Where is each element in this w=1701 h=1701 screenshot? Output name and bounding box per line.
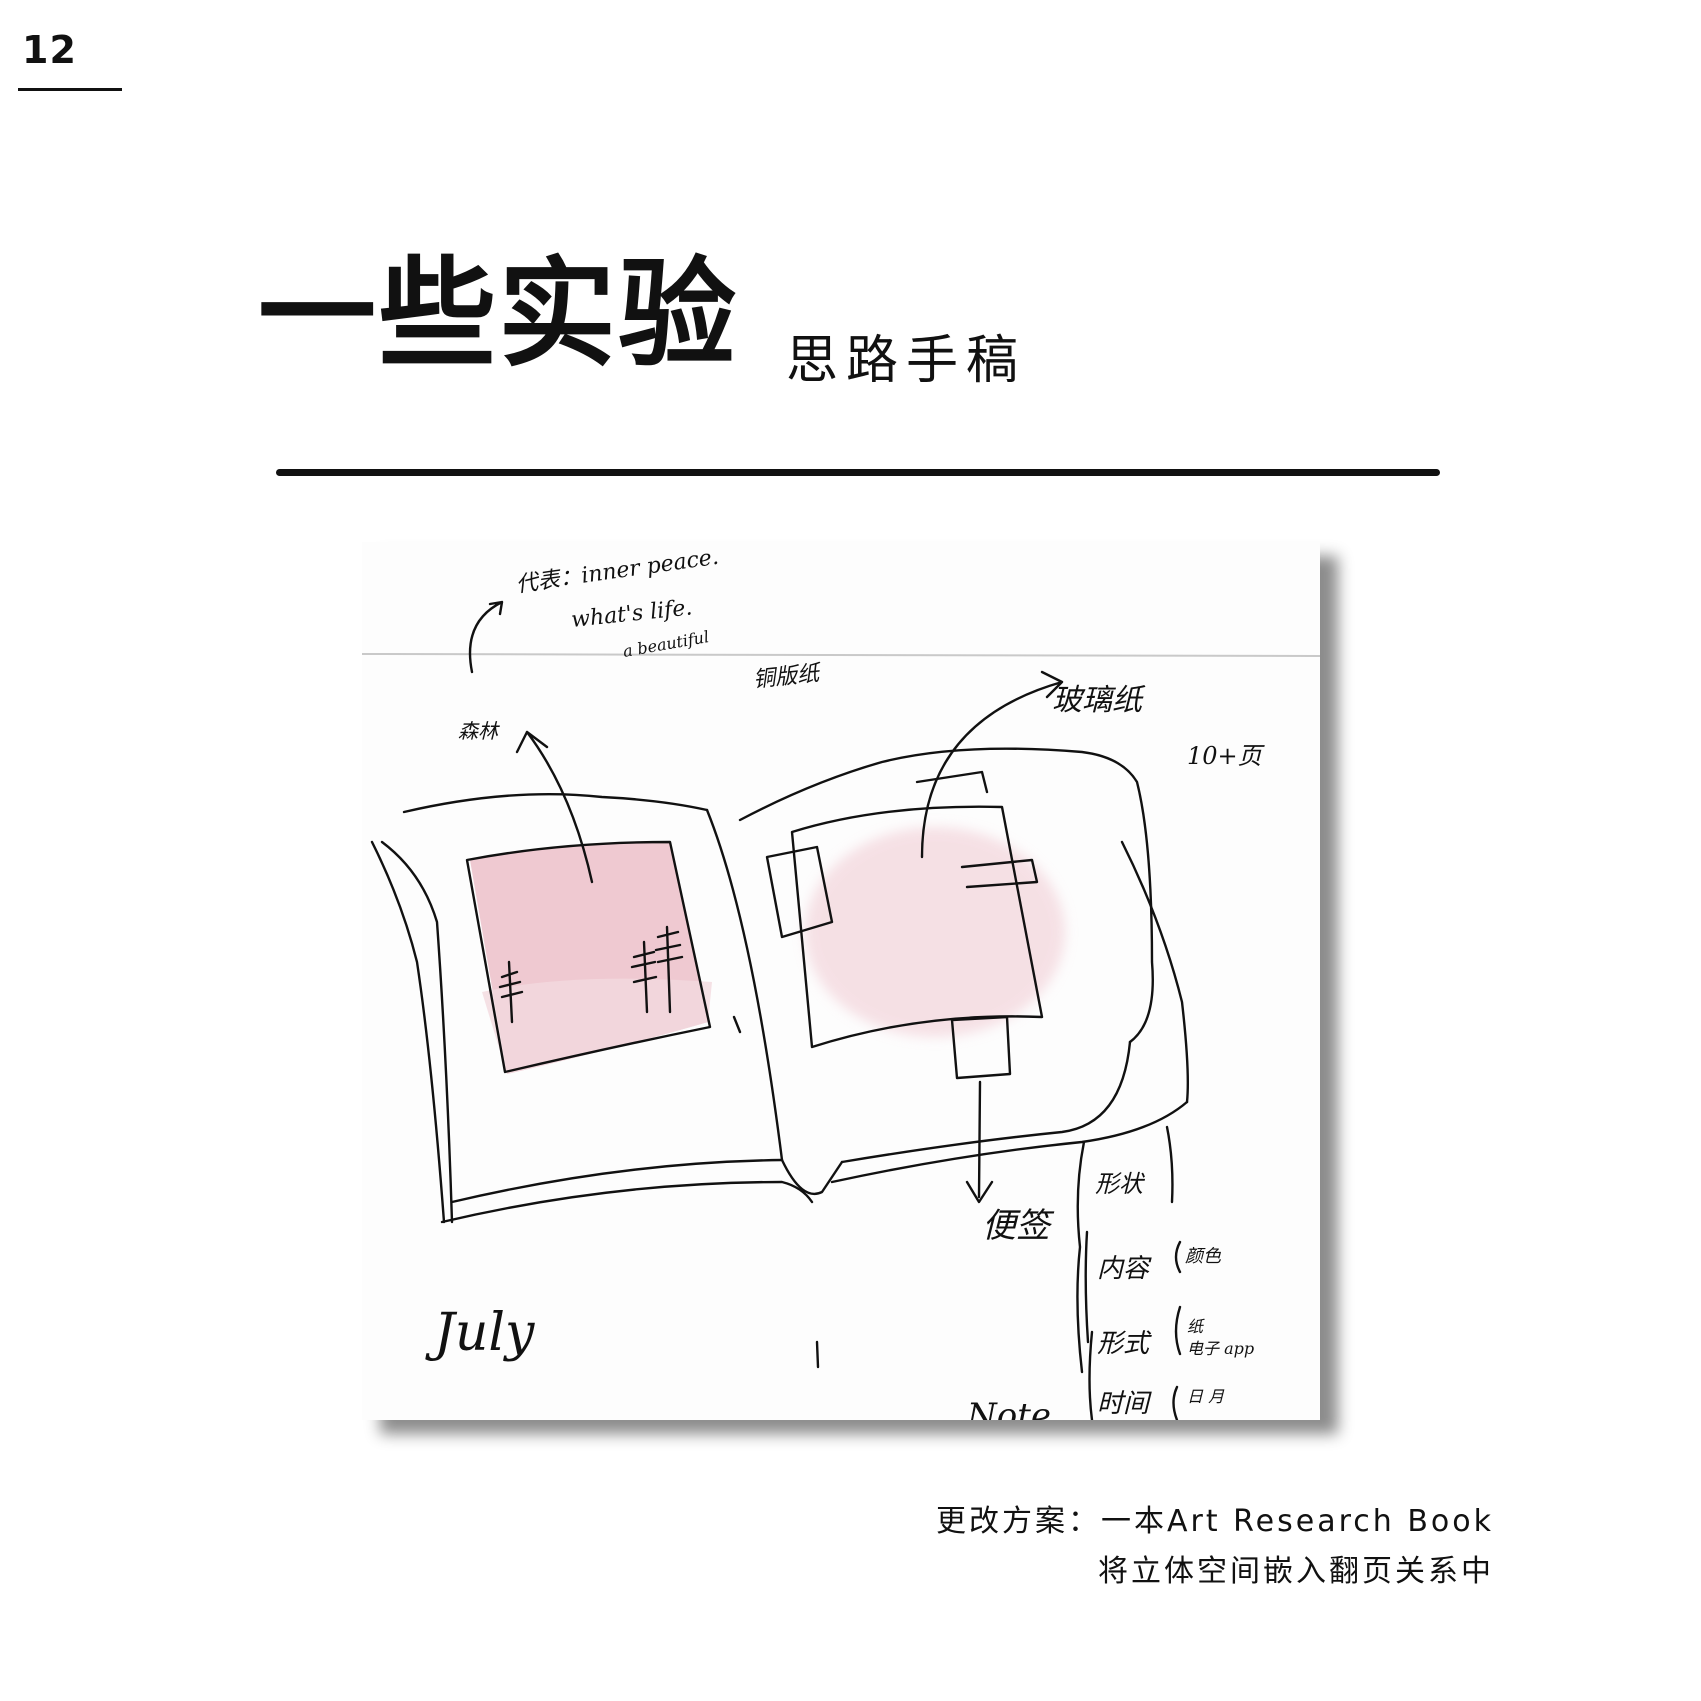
note-note: Note bbox=[966, 1396, 1051, 1420]
page-number: 12 bbox=[22, 28, 77, 72]
page-number-underline bbox=[18, 88, 122, 91]
note-sticky-note: 便签 bbox=[982, 1206, 1055, 1246]
note-forest: 森林 bbox=[458, 719, 500, 743]
note-copperplate-paper: 铜版纸 bbox=[752, 661, 823, 693]
note-time: 时间 bbox=[1097, 1389, 1152, 1419]
title-divider bbox=[276, 469, 1440, 476]
note-glass-paper: 玻璃纸 bbox=[1052, 683, 1146, 718]
caption-line-1: 更改方案：一本Art Research Book bbox=[936, 1504, 1494, 1539]
note-whats-life: what's life. bbox=[570, 595, 693, 633]
caption-line-2: 将立体空间嵌入翻页关系中 bbox=[1098, 1554, 1494, 1589]
page-title: 一些实验 bbox=[258, 245, 739, 383]
right-page-pink-wash bbox=[805, 827, 1065, 1037]
note-a-beautiful: a beautiful bbox=[621, 627, 710, 661]
caption: 更改方案：一本Art Research Book 将立体空间嵌入翻页关系中 bbox=[936, 1497, 1494, 1597]
note-july: July bbox=[425, 1303, 535, 1363]
left-page-light-wash bbox=[482, 978, 712, 1074]
note-paper: 纸 bbox=[1187, 1317, 1205, 1336]
note-day-month: 日 月 bbox=[1187, 1387, 1225, 1406]
sketch-photo: 代表：inner peace. what's life. a beautiful… bbox=[362, 542, 1320, 1420]
note-shape: 形状 bbox=[1095, 1170, 1146, 1198]
page-subtitle: 思路手稿 bbox=[786, 331, 1027, 391]
open-book-sketch: 代表：inner peace. what's life. a beautiful… bbox=[362, 545, 1320, 1420]
paper-fold-line bbox=[362, 653, 1320, 657]
note-represents: 代表：inner peace. bbox=[514, 545, 720, 598]
note-content: 内容 bbox=[1097, 1254, 1152, 1284]
note-form: 形式 bbox=[1097, 1329, 1152, 1359]
note-color: 颜色 bbox=[1185, 1246, 1222, 1267]
note-pages-count: 10+页 bbox=[1187, 742, 1266, 770]
book-outline bbox=[370, 600, 1190, 1420]
note-electronic-app: 电子 app bbox=[1187, 1339, 1254, 1358]
